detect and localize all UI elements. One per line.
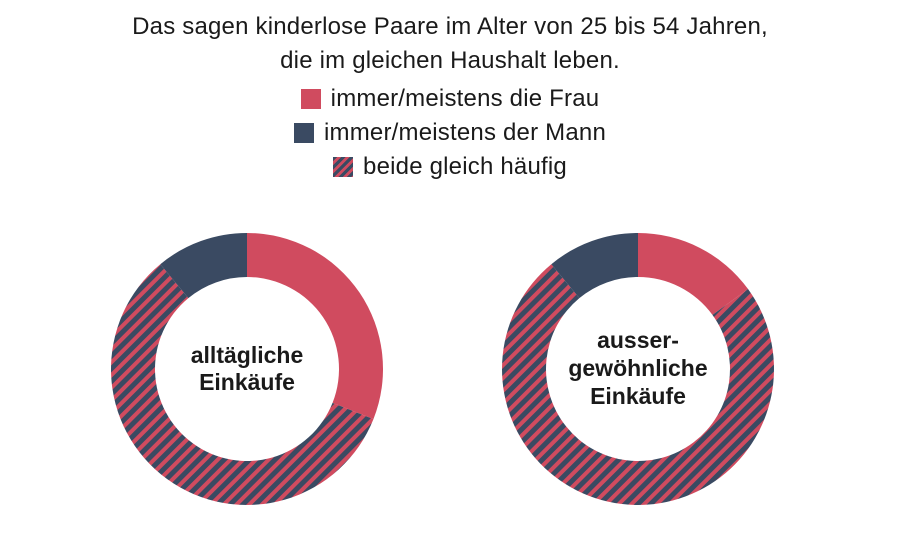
donut-1-slice-both [502,264,775,506]
center-label-1-line-2: gewöhnliche [568,355,707,381]
title-line-1: Das sagen kinderlose Paare im Alter von … [132,13,768,40]
donut-1-slice-man [551,233,638,299]
legend-label-man: immer/meistens der Mann [323,119,607,146]
center-label-0-line-1: alltägliche [191,342,303,368]
legend-swatch-man [293,123,314,143]
legend-label-both: beide gleich häufig [363,153,567,180]
donut-alltaegliche-einkaeufe [111,233,383,505]
legend-swatch-woman [300,89,321,109]
donut-1-slice-woman [638,233,749,315]
donut-0-slice-man [160,233,247,299]
legend-item-both: beide gleich häufig [0,150,900,184]
donut-0-slice-both [111,264,374,505]
center-label-1-line-3: Einkäufe [590,383,686,409]
title-line-2: die im gleichen Haushalt leben. [280,47,620,74]
legend: immer/meistens die Frau immer/meistens d… [0,82,900,184]
donut-aussergewoehnliche-einkaeufe [502,233,775,506]
legend-label-woman: immer/meistens die Frau [330,85,600,112]
center-label-1-line-1: ausser- [597,327,679,353]
legend-item-woman: immer/meistens die Frau [0,82,900,116]
donut-0-slice-woman [247,233,383,420]
legend-swatch-both [333,157,354,177]
legend-item-man: immer/meistens der Mann [0,116,900,150]
center-label-0-line-2: Einkäufe [199,369,295,395]
chart-title: Das sagen kinderlose Paare im Alter von … [0,10,900,78]
